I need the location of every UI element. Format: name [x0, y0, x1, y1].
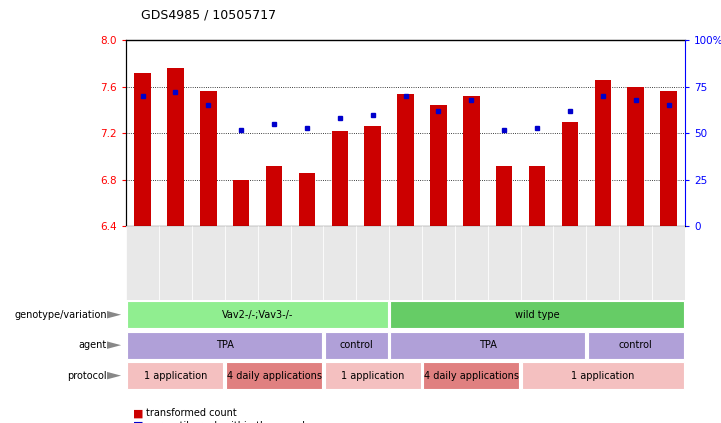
Text: control: control [340, 340, 373, 350]
Bar [455, 226, 487, 300]
Bar [225, 226, 257, 300]
Text: transformed count: transformed count [146, 408, 237, 418]
Text: agent: agent [79, 340, 107, 350]
Text: ■: ■ [133, 421, 144, 423]
Bar [496, 166, 513, 226]
Bar [226, 362, 322, 389]
Bar [652, 226, 685, 300]
Text: 1 application: 1 application [143, 371, 207, 381]
Bar [324, 332, 388, 359]
Text: percentile rank within the sample: percentile rank within the sample [146, 421, 311, 423]
Text: 4 daily applications: 4 daily applications [226, 371, 322, 381]
Bar [298, 173, 315, 226]
Text: control: control [619, 340, 653, 350]
Bar [528, 166, 545, 226]
Bar [391, 332, 585, 359]
Bar [423, 362, 519, 389]
Bar [233, 180, 249, 226]
Bar [324, 362, 420, 389]
Bar [586, 226, 619, 300]
Bar [128, 301, 388, 328]
Text: 4 daily applications: 4 daily applications [424, 371, 519, 381]
Bar [619, 226, 652, 300]
Bar [356, 226, 389, 300]
Bar [128, 332, 322, 359]
Polygon shape [107, 341, 121, 349]
Bar [660, 91, 677, 226]
Text: Vav2-/-;Vav3-/-: Vav2-/-;Vav3-/- [222, 310, 293, 320]
Bar [430, 105, 446, 226]
Bar [200, 91, 216, 226]
Bar [487, 226, 521, 300]
Bar [126, 226, 159, 300]
Bar [588, 332, 684, 359]
Bar [627, 87, 644, 226]
Text: TPA: TPA [479, 340, 497, 350]
Text: TPA: TPA [216, 340, 234, 350]
Text: GDS4985 / 10505717: GDS4985 / 10505717 [141, 8, 275, 21]
Bar [192, 226, 225, 300]
Text: genotype/variation: genotype/variation [14, 310, 107, 320]
Bar [167, 68, 184, 226]
Text: 1 application: 1 application [571, 371, 634, 381]
Bar [291, 226, 324, 300]
Bar [266, 166, 283, 226]
Bar [397, 94, 414, 226]
Bar [554, 226, 586, 300]
Bar [562, 122, 578, 226]
Text: 1 application: 1 application [341, 371, 404, 381]
Bar [128, 362, 224, 389]
Bar [521, 226, 554, 300]
Polygon shape [107, 372, 121, 379]
Text: ■: ■ [133, 408, 144, 418]
Text: protocol: protocol [67, 371, 107, 381]
Bar [332, 131, 348, 226]
Bar [257, 226, 291, 300]
Text: wild type: wild type [515, 310, 559, 320]
Bar [595, 80, 611, 226]
Bar [463, 96, 479, 226]
Polygon shape [107, 311, 121, 319]
Bar [422, 226, 455, 300]
Bar [389, 226, 422, 300]
Bar [365, 126, 381, 226]
Bar [391, 301, 684, 328]
Bar [159, 226, 192, 300]
Bar [522, 362, 684, 389]
Bar [324, 226, 356, 300]
Bar [134, 73, 151, 226]
